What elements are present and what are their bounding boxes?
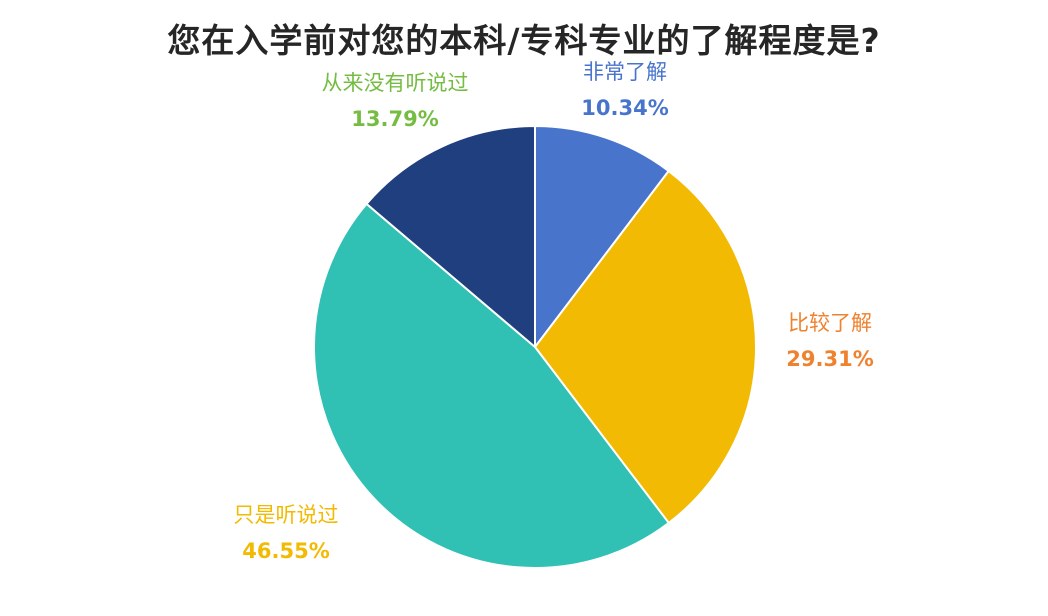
slice-percent-label: 10.34%: [581, 96, 668, 120]
slice-percent-label: 29.31%: [786, 347, 873, 371]
pie-slices: [313, 125, 757, 569]
slice-category-label: 只是听说过: [234, 503, 339, 527]
slice-percent-label: 46.55%: [242, 539, 329, 563]
slice-category-label: 从来没有听说过: [322, 71, 469, 95]
slice-category-label: 比较了解: [788, 311, 872, 335]
pie-slice: [534, 170, 757, 524]
slice-category-label: 非常了解: [583, 60, 667, 84]
pie-slice: [365, 125, 536, 348]
pie-labels: 非常了解 10.34% 比较了解 29.31% 只是听说过 46.55% 从来没有听说过 13…: [234, 60, 874, 563]
slice-percent-label: 13.79%: [351, 107, 438, 131]
chart-title: 您在入学前对您的本科/专科专业的了解程度是?: [167, 21, 881, 60]
slice-label: 只是听说过 46.55%: [234, 503, 339, 563]
slice-label: 比较了解 29.31%: [786, 311, 873, 371]
pie-slice: [313, 202, 670, 569]
slice-label: 从来没有听说过 13.79%: [322, 71, 469, 131]
pie-slice: [534, 125, 670, 348]
slice-label: 非常了解 10.34%: [581, 60, 668, 120]
